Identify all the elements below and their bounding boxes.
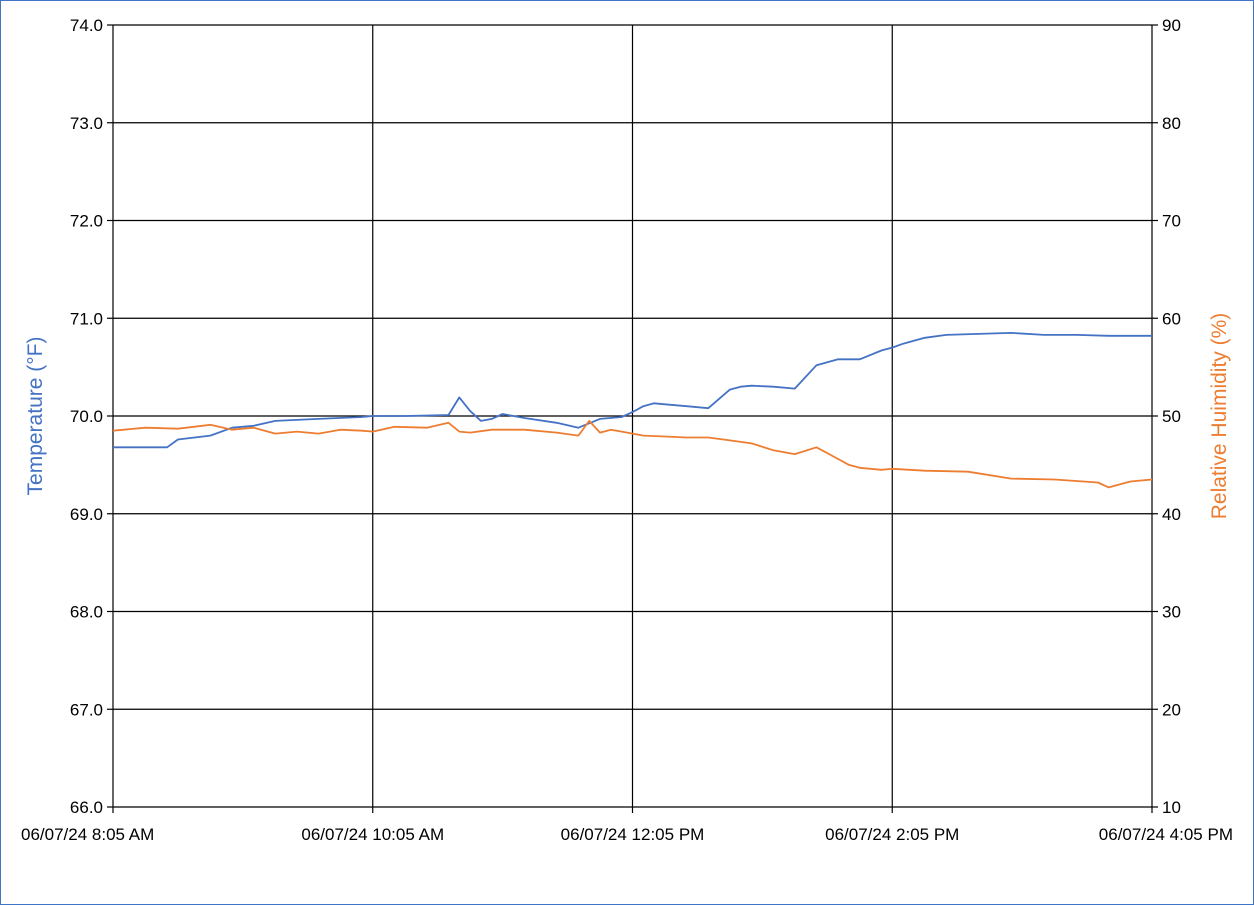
x-tick-label: 06/07/24 8:05 AM xyxy=(21,825,154,844)
left-tick-label: 69.0 xyxy=(70,505,103,524)
left-tick-label: 68.0 xyxy=(70,603,103,622)
gridlines xyxy=(107,24,1158,813)
x-tick-label: 06/07/24 12:05 PM xyxy=(561,825,705,844)
left-tick-label: 67.0 xyxy=(70,700,103,719)
x-axis-ticks: 06/07/24 8:05 AM 06/07/24 10:05 AM 06/07/2… xyxy=(21,825,1233,844)
right-tick-label: 50 xyxy=(1162,407,1181,426)
right-tick-label: 80 xyxy=(1162,114,1181,133)
right-axis-ticks: 10 20 30 40 50 60 70 80 90 xyxy=(1162,16,1181,817)
right-tick-label: 60 xyxy=(1162,309,1181,328)
right-tick-label: 40 xyxy=(1162,505,1181,524)
x-tick-label: 06/07/24 10:05 AM xyxy=(301,825,444,844)
right-tick-label: 30 xyxy=(1162,603,1181,622)
left-tick-label: 66.0 xyxy=(70,798,103,817)
left-tick-label: 74.0 xyxy=(70,16,103,35)
right-tick-label: 10 xyxy=(1162,798,1181,817)
left-tick-label: 72.0 xyxy=(70,212,103,231)
right-tick-label: 20 xyxy=(1162,700,1181,719)
left-tick-label: 73.0 xyxy=(70,114,103,133)
series-layer xyxy=(112,331,1153,489)
left-axis-ticks: 66.0 67.0 68.0 69.0 70.0 71.0 72.0 73.0 74.0 xyxy=(70,16,103,817)
x-tick-label: 06/07/24 4:05 PM xyxy=(1099,825,1233,844)
right-axis-title: Relative Huimidity (%) xyxy=(1208,313,1231,520)
left-tick-label: 70.0 xyxy=(70,407,103,426)
temperature-line xyxy=(113,331,1152,449)
x-tick-label: 06/07/24 2:05 PM xyxy=(825,825,959,844)
left-axis-title: Temperature (°F) xyxy=(24,337,47,496)
humidity-line xyxy=(112,419,1153,489)
left-tick-label: 71.0 xyxy=(70,309,103,328)
right-tick-label: 70 xyxy=(1162,212,1181,231)
right-tick-label: 90 xyxy=(1162,16,1181,35)
